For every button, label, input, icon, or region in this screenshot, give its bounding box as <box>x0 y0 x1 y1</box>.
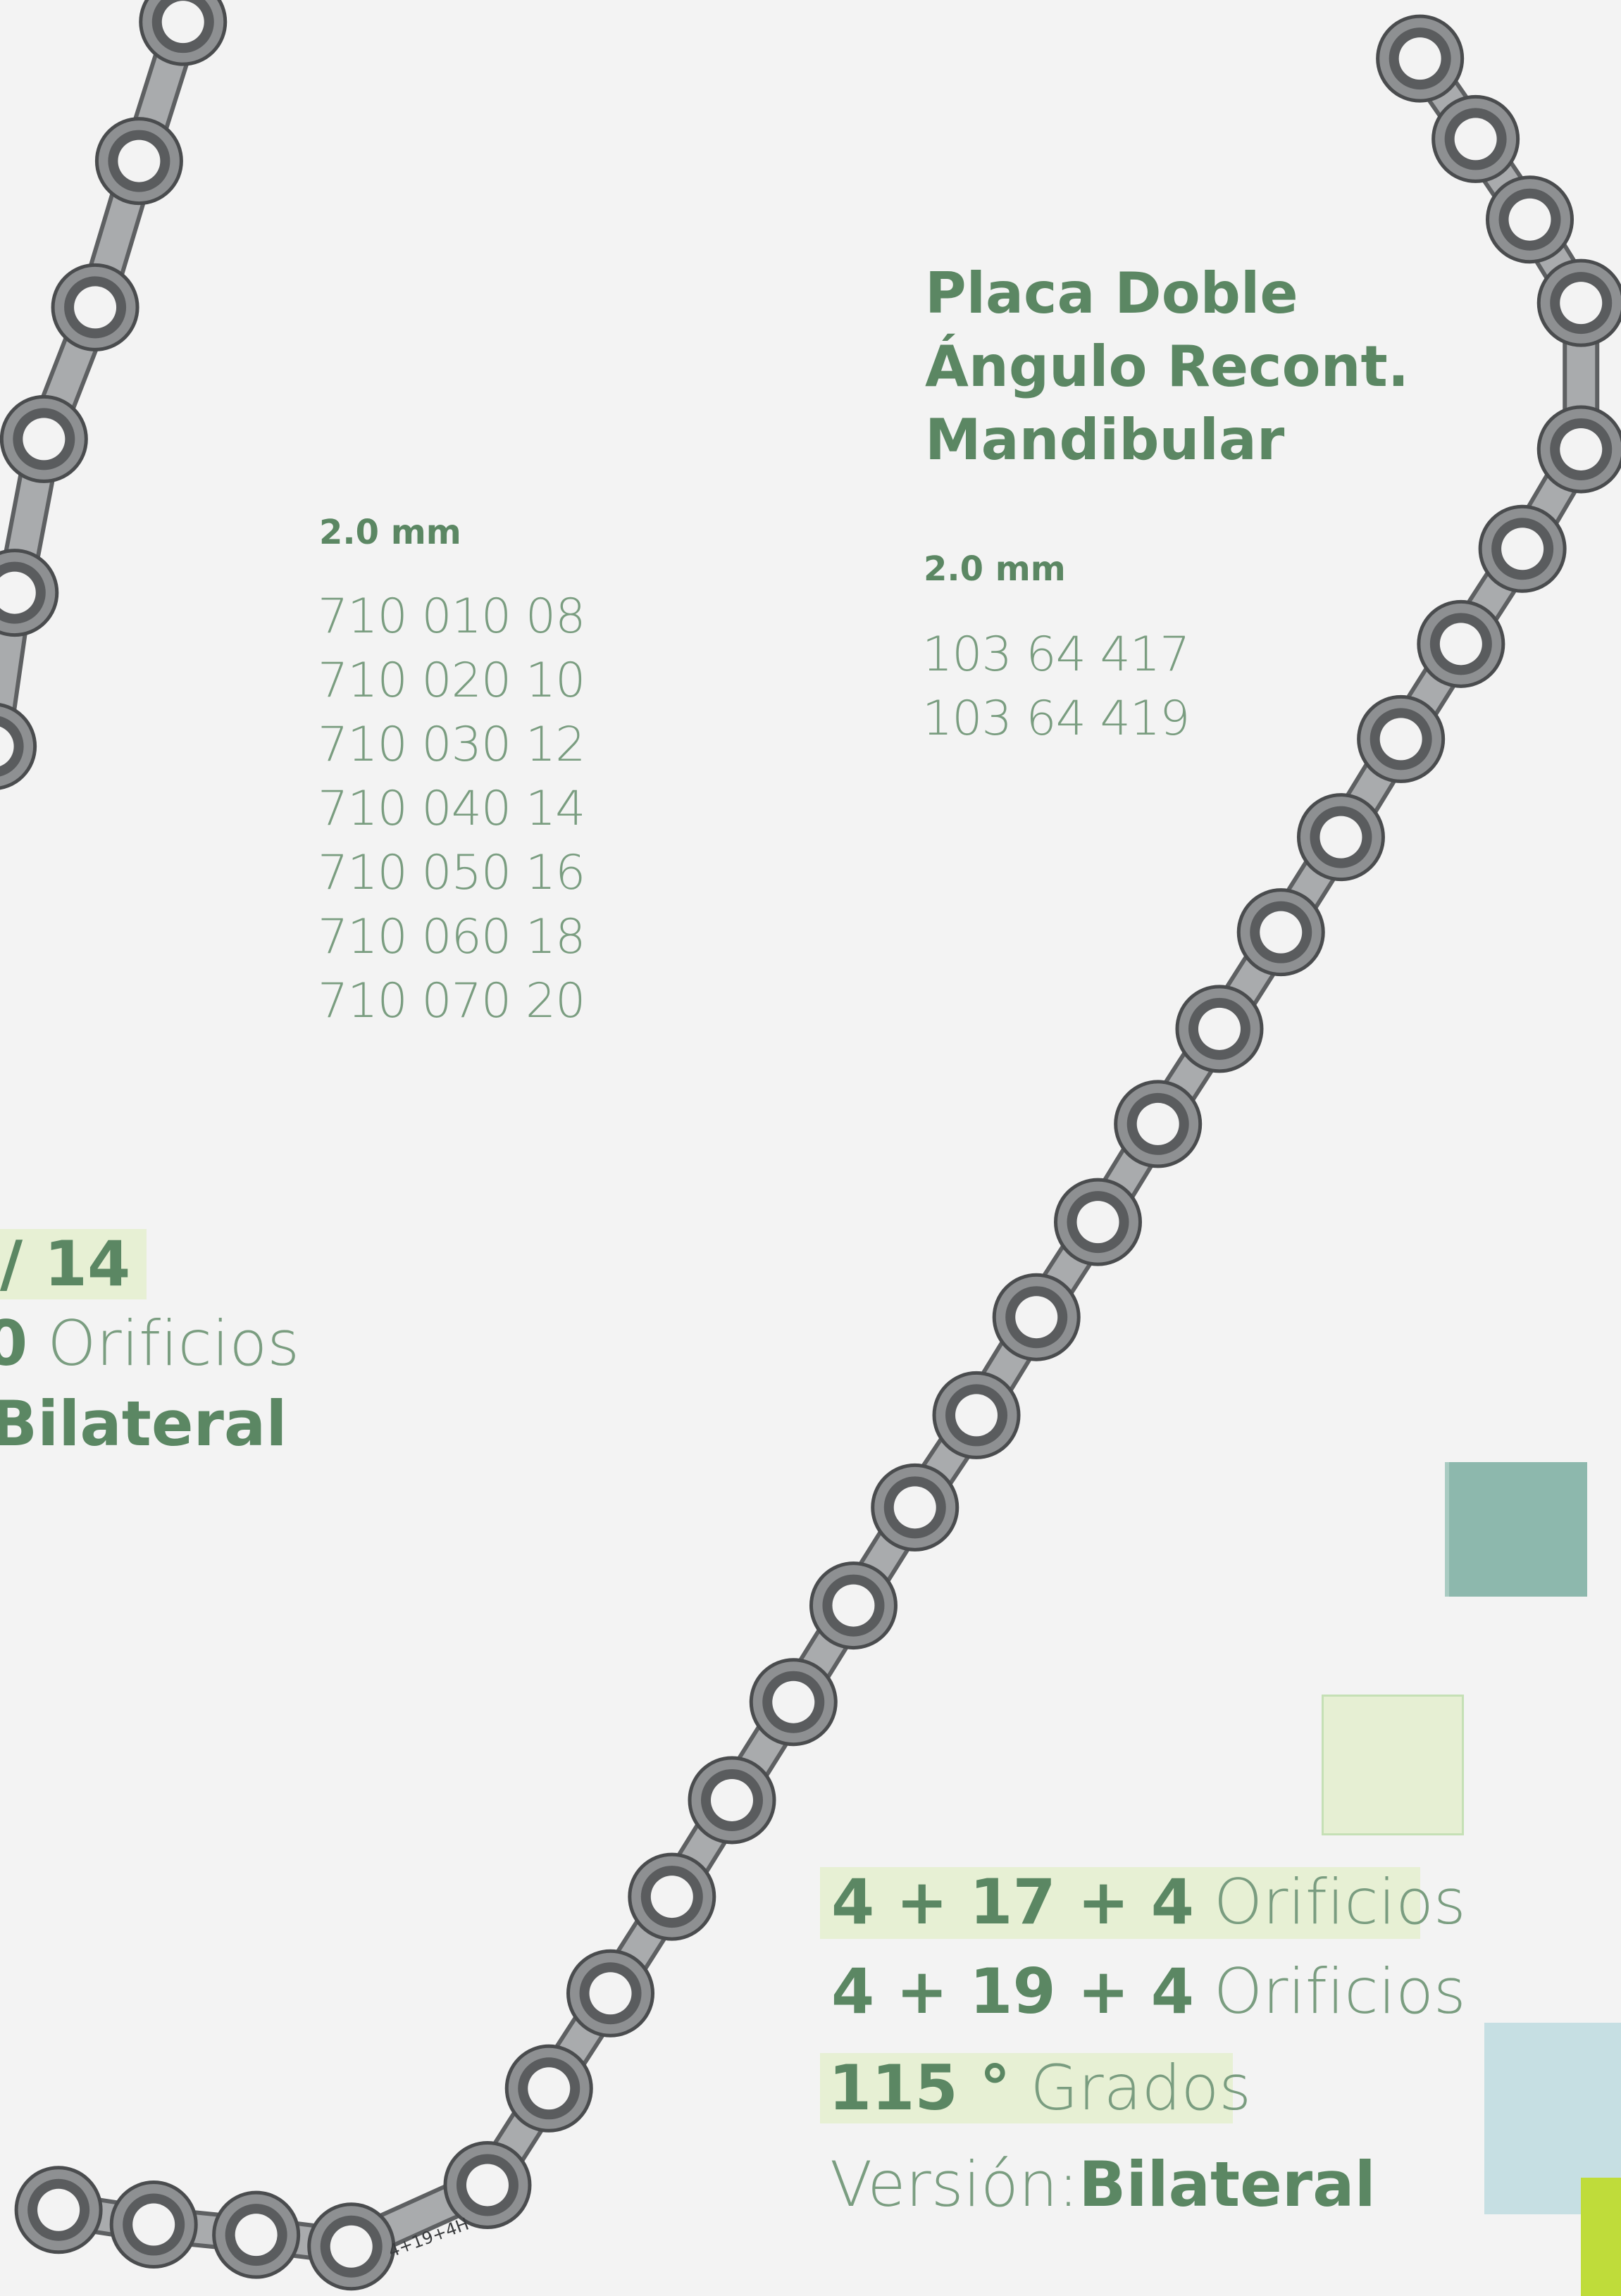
plate-hole <box>1501 528 1544 570</box>
light-text: Versión: <box>830 2148 1079 2221</box>
plate-hole <box>466 2164 509 2206</box>
bold-text: Bilateral <box>1079 2148 1375 2221</box>
spec: Versión:Bilateral <box>830 2154 1376 2216</box>
plate-hole <box>1260 911 1302 954</box>
plate-hole <box>1440 623 1482 665</box>
spec: 4 + 19 + 4 Orificios <box>831 1961 1466 2023</box>
plate-hole <box>894 1486 936 1528</box>
plate-hole <box>1198 1008 1241 1050</box>
plate-hole <box>711 1779 753 1821</box>
code: 710 070 20 <box>318 969 585 1033</box>
cut-line: 0 Orificios <box>0 1313 299 1375</box>
bold-text: 4 + 19 + 4 <box>831 1955 1194 2028</box>
light-text: Orificios <box>1214 1955 1466 2028</box>
plate-hole <box>330 2226 373 2268</box>
spec: 4 + 17 + 4 Orificios <box>831 1871 1466 1933</box>
light-text: Grados <box>1030 2052 1251 2124</box>
plate-hole <box>1077 1201 1119 1243</box>
plate-hole <box>590 1972 632 2014</box>
plate-hole <box>1137 1103 1179 1145</box>
cut-line: / 14 <box>0 1233 130 1295</box>
bold-text: 0 <box>0 1307 27 1380</box>
title-line: Mandibular <box>925 404 1409 477</box>
bold-text: 4 + 17 + 4 <box>831 1866 1194 1938</box>
plate-hole <box>1319 816 1362 859</box>
plate-hole <box>1560 428 1602 470</box>
teal-square <box>1445 1462 1587 1597</box>
plate-hole <box>955 1394 998 1436</box>
plate-hole <box>37 2189 80 2231</box>
light-green-square <box>1322 1695 1464 1835</box>
plate-hole <box>74 286 116 328</box>
code: 103 64 419 <box>922 687 1189 751</box>
title: Placa Doble Ángulo Recont. Mandibular <box>925 257 1409 477</box>
light-text: Orificios <box>47 1307 299 1380</box>
plate-hole <box>162 1 204 43</box>
code: 710 050 16 <box>318 841 585 905</box>
plate-hole <box>1015 1296 1057 1338</box>
code: 710 010 08 <box>318 585 585 649</box>
plate-hole <box>772 1681 814 1723</box>
light-text: Orificios <box>1214 1866 1466 1938</box>
cut-line: Bilateral <box>0 1393 287 1455</box>
code: 710 040 14 <box>318 777 585 841</box>
plate-hole <box>832 1585 874 1627</box>
plate-hole <box>1509 199 1551 241</box>
plate-hole <box>118 140 160 182</box>
size: 2.0 mm <box>924 549 1066 589</box>
plate-hole <box>132 2204 175 2246</box>
code: 710 060 18 <box>318 905 585 969</box>
plate-hole <box>235 2214 278 2256</box>
spec: 115 ° Grados <box>828 2057 1251 2119</box>
plate-hole <box>1455 118 1497 160</box>
plate-hole <box>1560 282 1602 324</box>
plate-hole <box>528 2067 570 2109</box>
plate-hole <box>23 418 65 460</box>
plate-hole <box>651 1876 693 1918</box>
size: 2.0 mm <box>319 513 461 552</box>
lime-square <box>1581 2178 1621 2296</box>
plate-hole <box>1380 718 1422 760</box>
code: 710 020 10 <box>318 649 585 713</box>
code: 710 030 12 <box>318 713 585 777</box>
code: 103 64 417 <box>922 623 1189 687</box>
plate-hole <box>1399 37 1441 80</box>
title-line: Placa Doble <box>925 257 1409 330</box>
page: 4+19+4H Placa Doble Ángulo Recont. Mandi… <box>0 0 1621 2296</box>
title-line: Ángulo Recont. <box>925 330 1409 404</box>
bold-text: 115 ° <box>828 2052 1010 2124</box>
